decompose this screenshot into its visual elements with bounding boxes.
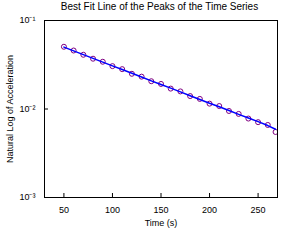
svg-text:Time (s): Time (s): [145, 218, 178, 228]
svg-text:10⁻²: 10⁻²: [19, 104, 35, 114]
svg-text:250: 250: [251, 205, 266, 215]
svg-text:100: 100: [105, 205, 120, 215]
svg-text:10⁻¹: 10⁻¹: [19, 15, 35, 25]
svg-text:50: 50: [59, 205, 69, 215]
svg-text:150: 150: [153, 205, 168, 215]
svg-text:10⁻³: 10⁻³: [19, 192, 35, 202]
svg-text:200: 200: [202, 205, 217, 215]
svg-text:Natural Log of Acceleration: Natural Log of Acceleration: [5, 55, 15, 163]
html-text:Best Fit Line of the Peaks of: Best Fit Line of the Peaks of the Time S…: [60, 1, 259, 12]
